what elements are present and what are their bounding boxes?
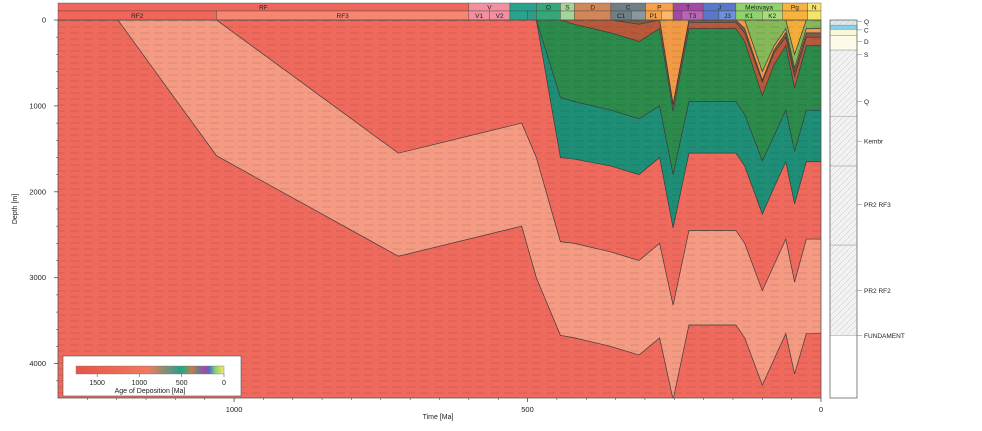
horizon-line (58, 20, 821, 56)
legend-box (62, 355, 242, 397)
period-label: Melovaya (745, 5, 773, 12)
horizon-lines (58, 20, 821, 398)
column-unit-label: PR2 RF3 (864, 202, 891, 209)
horizon-line (58, 20, 821, 398)
period-cell (509, 2, 537, 12)
epoch-label: J3 (724, 13, 731, 20)
epoch-cell (560, 10, 575, 21)
column-unit-hatch (830, 50, 857, 117)
period-label: T (686, 5, 690, 12)
epoch-label: V2 (496, 13, 504, 20)
horizon-line (58, 20, 821, 175)
period-label: V (487, 5, 492, 12)
column-unit-label: C (864, 27, 869, 34)
epoch-label: RF3 (337, 13, 350, 20)
column-unit (829, 35, 858, 51)
column-unit-label: D (864, 39, 869, 46)
x-tick-label: 1000 (226, 405, 243, 414)
column-unit-hatch (830, 166, 857, 246)
period-label: O (546, 5, 551, 12)
legend-tick-label: 1000 (132, 380, 148, 387)
epoch-label: K2 (768, 13, 776, 20)
y-tick-label: 2000 (29, 187, 46, 196)
epoch-label: T3 (689, 13, 697, 20)
period-label: D (590, 5, 595, 12)
period-label: S (565, 5, 570, 12)
epoch-cell (661, 10, 674, 21)
column-unit-label: S (864, 52, 869, 59)
column-unit-hatch (830, 25, 857, 30)
geologic-period-strip: RF V O S D C P T J Melovaya Pg N RF2 RF3 V1 V2 C1 P1 T3 J3 K… (57, 2, 822, 21)
epoch-cell (672, 10, 683, 21)
y-tick-label: 3000 (29, 273, 46, 282)
layer-hatch (58, 20, 821, 175)
epoch-cell (702, 10, 720, 21)
epoch-label: P1 (649, 13, 657, 20)
epoch-cell (536, 10, 561, 21)
epoch-cell (782, 10, 808, 21)
column-unit-label: FUNDAMENT (864, 333, 905, 340)
epoch-cell (527, 10, 537, 21)
legend-title: Age of Deposition [Ma] (115, 388, 186, 395)
epoch-label: K1 (745, 13, 753, 20)
column-unit-label: Q (864, 19, 869, 26)
period-label: P (657, 5, 661, 12)
x-tick-label: 0 (819, 405, 823, 414)
column-unit-label: PR2 RF2 (864, 288, 891, 295)
legend-tick-label: 500 (176, 380, 188, 387)
age-legend: 1500 1000 500 0 Age of Deposition [Ma] (62, 355, 242, 397)
layer-hatch (58, 20, 821, 398)
epoch-label: V1 (475, 13, 483, 20)
column-unit-hatch (830, 116, 857, 167)
period-label: N (812, 5, 817, 12)
legend-color-bar (75, 365, 225, 375)
epoch-label: RF2 (131, 13, 144, 20)
legend-tick-label: 1500 (89, 380, 105, 387)
period-label: Pg (791, 5, 799, 12)
burial-layers (58, 20, 821, 398)
horizon-line (58, 20, 821, 105)
column-unit-label: Q (864, 99, 869, 106)
period-label: C (626, 5, 631, 12)
legend-ticks: 1500 1000 500 0 (89, 374, 226, 387)
horizon-line (58, 20, 821, 73)
epoch-cell (807, 10, 822, 21)
column-unit-hatch (830, 245, 857, 336)
period-label: J (718, 5, 721, 12)
horizon-line (58, 20, 821, 112)
epoch-label: C1 (617, 13, 626, 20)
y-axis: 0 1000 2000 3000 4000 (29, 16, 58, 382)
y-tick-label: 0 (42, 16, 46, 25)
horizon-line (58, 20, 821, 228)
y-tick-label: 4000 (29, 359, 46, 368)
horizon-line (58, 20, 821, 306)
y-tick-label: 1000 (29, 101, 46, 110)
period-label: RF (259, 5, 268, 12)
layer-hatch (58, 20, 821, 306)
legend-tick-label: 0 (222, 380, 226, 387)
epoch-cell (509, 10, 528, 21)
x-axis: 1000 500 0 (87, 398, 823, 414)
x-axis-label: Time [Ma] (423, 414, 454, 421)
x-tick-label: 500 (521, 405, 534, 414)
column-unit (829, 29, 858, 36)
column-unit-hatch (830, 20, 857, 26)
column-unit (829, 335, 858, 399)
column-frame (829, 19, 858, 399)
column-unit-label: Kembr (864, 139, 884, 146)
epoch-cell (574, 10, 612, 21)
epoch-cell (631, 10, 646, 21)
layer-hatch (58, 20, 821, 398)
y-axis-label: Depth [m] (12, 194, 19, 224)
